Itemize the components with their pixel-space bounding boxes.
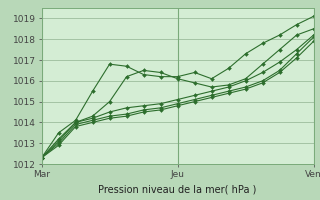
X-axis label: Pression niveau de la mer( hPa ): Pression niveau de la mer( hPa ): [99, 184, 257, 194]
